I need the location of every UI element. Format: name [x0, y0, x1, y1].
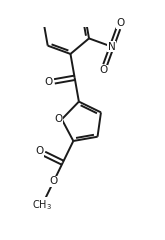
Text: CH$_3$: CH$_3$ — [32, 198, 52, 211]
Text: N: N — [108, 42, 116, 52]
Text: O: O — [54, 114, 63, 124]
Text: O: O — [45, 77, 53, 87]
Text: O: O — [50, 176, 58, 186]
Text: O: O — [35, 146, 43, 156]
Text: O: O — [116, 18, 124, 28]
Text: O: O — [99, 65, 107, 75]
